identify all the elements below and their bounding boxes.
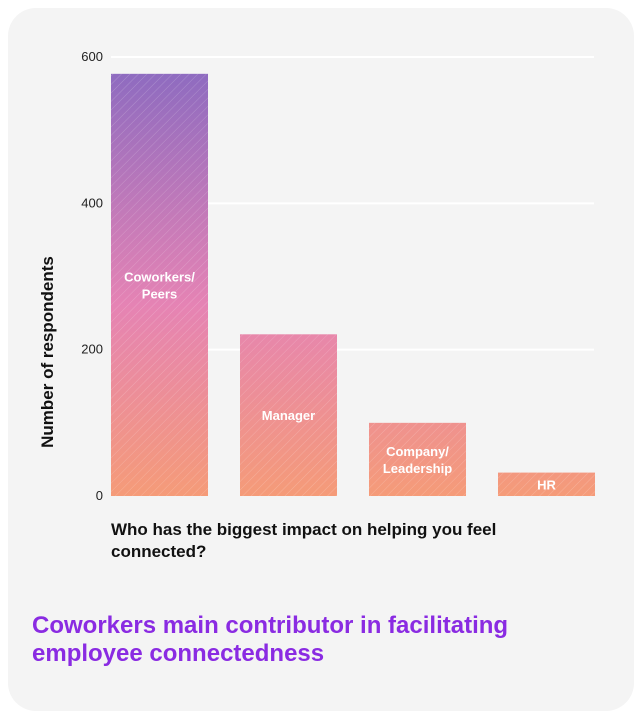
bar-texture <box>369 422 466 496</box>
y-tick-label: 600 <box>81 49 103 64</box>
bar-texture <box>111 73 208 496</box>
bar-texture <box>498 472 595 496</box>
y-axis-label: Number of respondents <box>38 256 57 448</box>
y-tick-label: 400 <box>81 195 103 210</box>
headline: Coworkers main contributor in facilitati… <box>32 612 509 667</box>
bar-texture <box>240 334 337 496</box>
bar-category-label: Coworkers/Peers <box>124 269 195 301</box>
x-axis-label: Who has the biggest impact on helping yo… <box>111 520 497 561</box>
bar-category-label: HR <box>537 477 556 492</box>
y-tick-label: 0 <box>96 488 103 503</box>
y-tick-label: 200 <box>81 342 103 357</box>
bar-category-label: Manager <box>262 408 315 423</box>
bar-category-label: Company/Leadership <box>383 444 452 476</box>
